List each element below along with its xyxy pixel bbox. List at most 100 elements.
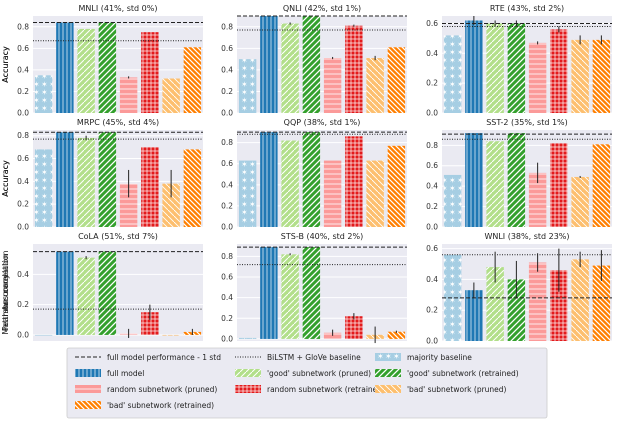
legend-swatch	[375, 385, 401, 393]
chart-title: MNLI (41%, std 0%)	[79, 4, 158, 13]
y-axis-label: Accuracy	[1, 46, 10, 83]
y-tick-label: 0.0	[17, 223, 29, 232]
bar	[56, 251, 74, 335]
bar	[571, 39, 589, 113]
bar	[183, 47, 202, 113]
bar	[366, 160, 384, 227]
legend-item: majority baseline	[375, 353, 472, 362]
y-tick-label: 0.0	[17, 330, 29, 339]
bar	[486, 141, 504, 227]
legend-swatch	[235, 385, 261, 393]
y-tick-label: 0.8	[426, 141, 438, 150]
bar	[323, 332, 342, 339]
bar	[443, 254, 462, 341]
bar	[465, 133, 483, 227]
bar	[387, 331, 406, 339]
bar	[528, 262, 547, 341]
bar	[345, 136, 363, 227]
chart-panel: 0.0 0.2 0.4 0.6 WNLI (38%, std 23%) Accuracy	[1, 232, 612, 346]
bar	[592, 144, 611, 227]
y-tick-label: 0.4	[17, 65, 29, 74]
y-tick-label: 0.4	[17, 177, 29, 186]
legend-item: 'bad' subnetwork (retrained)	[75, 401, 214, 410]
legend-label: 'bad' subnetwork (retrained)	[107, 401, 214, 410]
chart-panel: 0.0 0.2 0.4 CoLA (51%, std 7%) Matthews corr…	[1, 232, 203, 341]
y-tick-label: 0.6	[221, 44, 233, 53]
y-axis-label: Accuracy	[1, 160, 10, 197]
y-tick-label: 0.2	[426, 306, 438, 315]
y-tick-label: 0.4	[221, 180, 233, 189]
y-tick-label: 0.4	[426, 49, 438, 58]
y-axis-label: Accuracy	[1, 160, 10, 197]
bar	[183, 149, 202, 227]
y-tick-label: 0.0	[221, 223, 233, 232]
bar	[260, 247, 278, 339]
y-tick-label: 0.6	[17, 44, 29, 53]
bar	[141, 312, 159, 335]
y-tick-label: 0.2	[17, 200, 29, 209]
legend-label: random subnetwork (retrained)	[267, 385, 385, 394]
legend-label: random subnetwork (pruned)	[107, 385, 217, 394]
chart-title: SST-2 (35%, std 1%)	[486, 118, 568, 127]
bar	[98, 251, 117, 335]
bar	[507, 279, 526, 341]
bar	[302, 16, 321, 113]
y-tick-label: 0.6	[426, 19, 438, 28]
chart-panel: 0.0 0.2 0.4 0.6 0.8 MRPC (45%, std 4%) Accurac…	[1, 118, 203, 232]
bar	[387, 47, 406, 113]
y-axis-label: Accuracy	[1, 160, 10, 197]
chart-title: WNLI (38%, std 23%)	[484, 232, 569, 241]
chart-panel: 0.0 0.2 0.4 0.6 0.8 MNLI (41%, std 0%) Accurac…	[1, 4, 203, 118]
y-tick-label: 0.8	[221, 22, 233, 31]
legend-item: full model performance - 1 std	[75, 353, 221, 362]
y-tick-label: 0.0	[426, 109, 438, 118]
bar	[34, 334, 53, 336]
y-tick-label: 0.4	[426, 182, 438, 191]
bar	[571, 259, 589, 341]
y-tick-label: 0.6	[221, 159, 233, 168]
y-tick-label: 0.8	[17, 22, 29, 31]
chart-title: CoLA (51%, std 7%)	[78, 232, 158, 241]
bar	[592, 39, 611, 113]
legend-swatch	[75, 385, 101, 393]
legend-swatch	[375, 369, 401, 377]
y-tick-label: 0.2	[221, 87, 233, 96]
bar	[141, 147, 159, 227]
bar	[238, 337, 257, 339]
y-axis-label: Accuracy	[1, 46, 10, 83]
chart-title: QQP (38%, std 1%)	[284, 118, 361, 127]
y-tick-label: 0.6	[426, 244, 438, 253]
bar	[281, 140, 299, 227]
legend-swatch	[75, 369, 101, 377]
bar	[119, 183, 138, 227]
bar	[486, 267, 504, 341]
bar	[56, 132, 74, 227]
y-tick-label: 0.6	[17, 154, 29, 163]
y-tick-label: 0.4	[221, 65, 233, 74]
chart-panel: 0.0 0.2 0.4 0.6 0.8 SST-2 (35%, std 1%) Accura…	[1, 118, 612, 232]
legend-label: full model	[107, 369, 144, 378]
bar	[141, 32, 159, 113]
chart-title: STS-B (40%, std 2%)	[281, 232, 363, 241]
bar	[323, 160, 342, 227]
bar	[302, 247, 321, 339]
bar	[345, 25, 363, 114]
legend-label: majority baseline	[407, 353, 472, 362]
chart-panel: 0.0 0.2 0.4 0.6 0.8 STS-B (40%, std 2%) Pearso…	[1, 232, 407, 343]
bar	[443, 35, 462, 113]
chart-panel: 0.0 0.2 0.4 0.6 0.8 QQP (38%, std 1%) Accuracy	[1, 118, 407, 232]
bar	[443, 174, 462, 227]
bar	[260, 16, 278, 113]
bar	[592, 265, 611, 341]
y-tick-label: 0.4	[221, 293, 233, 302]
bar	[323, 58, 342, 113]
y-tick-label: 0.6	[426, 161, 438, 170]
bar	[345, 316, 363, 339]
chart-panel: 0.0 0.2 0.4 0.6 0.8 QNLI (42%, std 1%) Accurac…	[1, 4, 407, 118]
y-tick-label: 0.0	[17, 109, 29, 118]
legend-item: 'good' subnetwork (pruned)	[235, 369, 371, 378]
bar	[34, 149, 53, 227]
y-tick-label: 0.8	[221, 138, 233, 147]
y-tick-label: 0.4	[426, 275, 438, 284]
legend-label: 'bad' subnetwork (pruned)	[407, 385, 507, 394]
